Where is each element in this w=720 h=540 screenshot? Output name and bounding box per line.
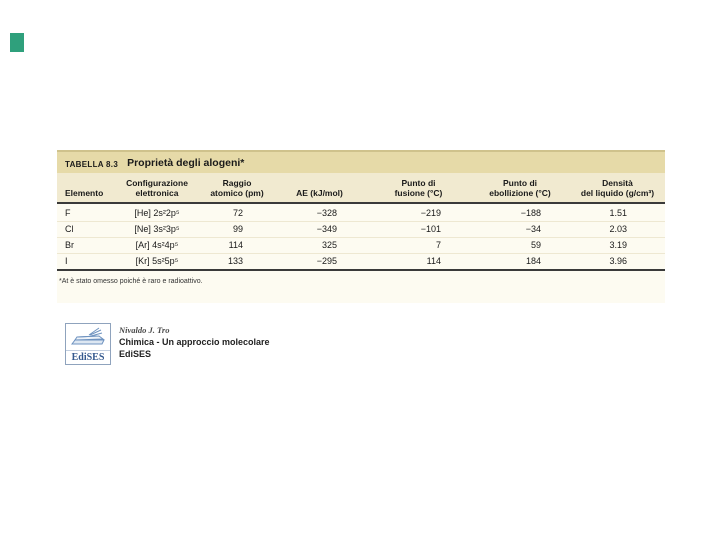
header-line: AE (kJ/mol) bbox=[296, 188, 343, 198]
cell-densita: 3.19 bbox=[570, 237, 665, 254]
table-footnote: *At è stato omesso poiché è raro e radio… bbox=[59, 278, 203, 285]
cell-ebollizione: −34 bbox=[470, 221, 570, 238]
cell-raggio: 72 bbox=[232, 208, 243, 218]
cell-raggio: 99 bbox=[202, 221, 272, 238]
table-row: Cl [Ne] 3s²3p⁵ 99 −349 −101 −34 2.03 bbox=[57, 221, 665, 238]
cell-fusione: 7 bbox=[367, 237, 470, 254]
cell-fusione: −101 bbox=[367, 221, 470, 238]
credits-block: EdiSES Nivaldo J. Tro Chimica - Un appro… bbox=[65, 323, 270, 365]
cell-configurazione: [He] 2s²2p⁵ bbox=[134, 208, 180, 218]
cell-densita: 3.96 bbox=[570, 253, 665, 270]
table-title-bar: TABELLA 8.3 Proprietà degli alogeni* bbox=[57, 150, 665, 173]
cell-raggio: 114 bbox=[202, 237, 272, 254]
cell-fusione: 114 bbox=[367, 253, 470, 270]
header-line: fusione (°C) bbox=[394, 188, 443, 198]
header-line: Densità bbox=[602, 178, 633, 188]
column-header-configurazione: Configurazione elettronica bbox=[112, 173, 202, 204]
cell-ae: −295 bbox=[272, 253, 367, 270]
column-header-ae: AE (kJ/mol) bbox=[272, 173, 367, 204]
column-header-elemento: Elemento bbox=[57, 173, 112, 204]
header-line: Raggio bbox=[222, 178, 252, 188]
credit-lines: Nivaldo J. Tro Chimica - Un approccio mo… bbox=[119, 323, 270, 365]
cell-ebollizione: 59 bbox=[470, 237, 570, 254]
table-label: TABELLA 8.3 bbox=[65, 160, 119, 169]
column-header-ebollizione: Punto di ebollizione (°C) bbox=[470, 173, 570, 204]
cell-fusione: −219 bbox=[420, 208, 441, 218]
table-header-row: Elemento Configurazione elettronica Ragg… bbox=[57, 173, 665, 204]
table-row: Br [Ar] 4s²4p⁵ 114 325 7 59 3.19 bbox=[57, 237, 665, 254]
header-line: Elemento bbox=[65, 188, 104, 198]
column-header-fusione: Punto di fusione (°C) bbox=[367, 173, 470, 204]
header-line: elettronica bbox=[135, 188, 179, 198]
header-line: Punto di bbox=[401, 178, 436, 188]
halogens-table-block: TABELLA 8.3 Proprietà degli alogeni* Ele… bbox=[57, 150, 665, 303]
header-line: ebollizione (°C) bbox=[489, 188, 551, 198]
table-row: F [He] 2s²2p⁵ 72 −328 −219 −188 1.51 bbox=[57, 203, 665, 222]
cell-elemento: Br bbox=[57, 237, 112, 254]
edises-logo-text: EdiSES bbox=[66, 350, 110, 364]
cell-raggio: 133 bbox=[202, 253, 272, 270]
column-header-densita: Densità del liquido (g/cm³) bbox=[570, 173, 665, 204]
books-icon bbox=[66, 324, 110, 350]
table-row: I [Kr] 5s²5p⁵ 133 −295 114 184 3.96 bbox=[57, 253, 665, 270]
author-name: Nivaldo J. Tro bbox=[119, 325, 170, 335]
cell-configurazione: [Kr] 5s²5p⁵ bbox=[112, 253, 202, 270]
cell-elemento: I bbox=[57, 253, 112, 270]
header-line: atomico (pm) bbox=[210, 188, 264, 198]
header-line: Punto di bbox=[503, 178, 537, 188]
halogens-table: Elemento Configurazione elettronica Ragg… bbox=[57, 173, 665, 271]
corner-mark bbox=[10, 33, 24, 52]
book-title: Chimica - Un approccio molecolare bbox=[119, 337, 270, 347]
header-line: del liquido (g/cm³) bbox=[580, 188, 655, 198]
cell-ebollizione: −188 bbox=[520, 208, 541, 218]
cell-ae: −328 bbox=[316, 208, 337, 218]
cell-configurazione: [Ar] 4s²4p⁵ bbox=[112, 237, 202, 254]
table-title: Proprietà degli alogeni* bbox=[127, 157, 245, 169]
cell-ebollizione: 184 bbox=[470, 253, 570, 270]
cell-ae: −349 bbox=[272, 221, 367, 238]
cell-densita: 1.51 bbox=[609, 208, 627, 218]
edises-logo: EdiSES bbox=[65, 323, 111, 365]
header-line: Configurazione bbox=[126, 178, 188, 188]
cell-ae: 325 bbox=[272, 237, 367, 254]
cell-configurazione: [Ne] 3s²3p⁵ bbox=[112, 221, 202, 238]
cell-elemento: F bbox=[65, 208, 71, 218]
column-header-raggio: Raggio atomico (pm) bbox=[202, 173, 272, 204]
publisher-name: EdiSES bbox=[119, 349, 152, 359]
cell-densita: 2.03 bbox=[570, 221, 665, 238]
cell-elemento: Cl bbox=[57, 221, 112, 238]
